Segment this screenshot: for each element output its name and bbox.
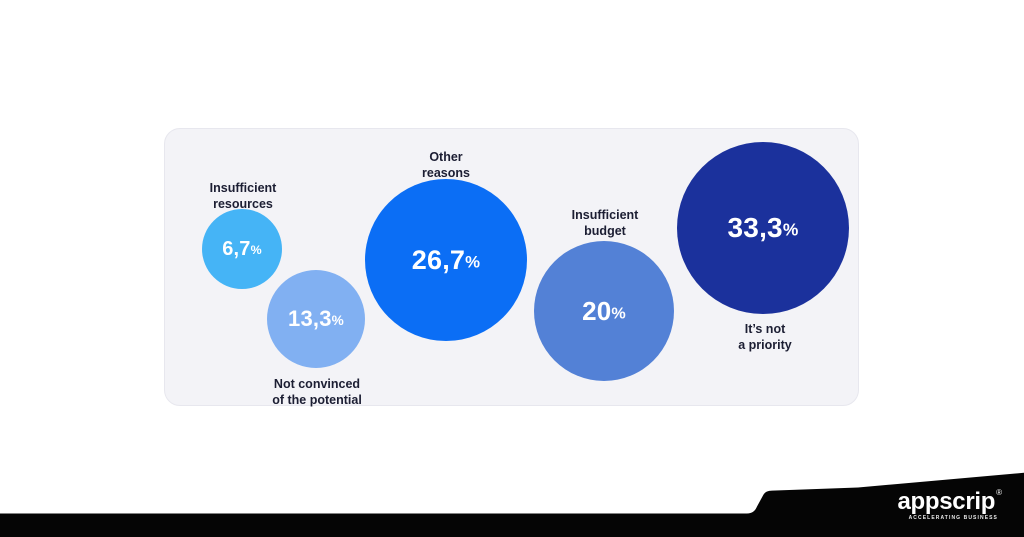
bubble-value: 26,7%	[411, 244, 481, 275]
label-line: of the potential	[272, 393, 362, 407]
bubble-value: 20%	[582, 295, 626, 326]
bubble-value: 6,7%	[222, 237, 262, 260]
brand-row: appscrip®	[897, 489, 1002, 514]
footer-bar: appscrip® ACCELERATING BUSINESS	[0, 470, 1024, 537]
appscrip-logo: appscrip® ACCELERATING BUSINESS	[897, 489, 1002, 522]
bubble-label-not-a-priority: It’s not a priority	[738, 321, 792, 353]
percent-sign: %	[331, 312, 344, 328]
percent-sign: %	[611, 304, 626, 323]
label-line: budget	[584, 224, 626, 238]
bubble-insufficient-budget: 20%	[534, 241, 674, 381]
percent-sign: %	[465, 252, 481, 272]
bubble-other-reasons: 26,7%	[365, 179, 527, 341]
bubble-label-other-reasons: Other reasons	[422, 149, 470, 181]
bubble-label-insufficient-budget: Insufficient budget	[572, 207, 639, 239]
bubble-insufficient-resources: 6,7%	[202, 209, 282, 289]
brand-name: appscrip	[897, 488, 996, 515]
label-line: a priority	[738, 338, 792, 352]
label-line: Other	[429, 150, 463, 164]
brand-tagline: ACCELERATING BUSINESS	[908, 515, 998, 521]
percent-sign: %	[250, 242, 262, 257]
percent-sign: %	[782, 219, 799, 240]
label-line: Insufficient	[209, 181, 277, 195]
registered-mark-icon: ®	[996, 488, 1002, 497]
footer-shape	[0, 472, 1024, 537]
label-line: reasons	[422, 166, 470, 180]
label-line: It’s not	[744, 322, 786, 336]
bubble-label-insufficient-resources: Insufficient resources	[210, 180, 277, 212]
bubble-label-not-convinced: Not convinced of the potential	[272, 376, 362, 408]
bubble-not-convinced: 13,3%	[267, 270, 365, 368]
label-line: Not convinced	[273, 377, 361, 391]
bubble-value: 13,3%	[288, 306, 344, 331]
bubble-value: 33,3%	[727, 212, 799, 243]
bubble-not-a-priority: 33,3%	[677, 142, 849, 314]
label-line: resources	[213, 197, 273, 211]
label-line: Insufficient	[571, 208, 639, 222]
